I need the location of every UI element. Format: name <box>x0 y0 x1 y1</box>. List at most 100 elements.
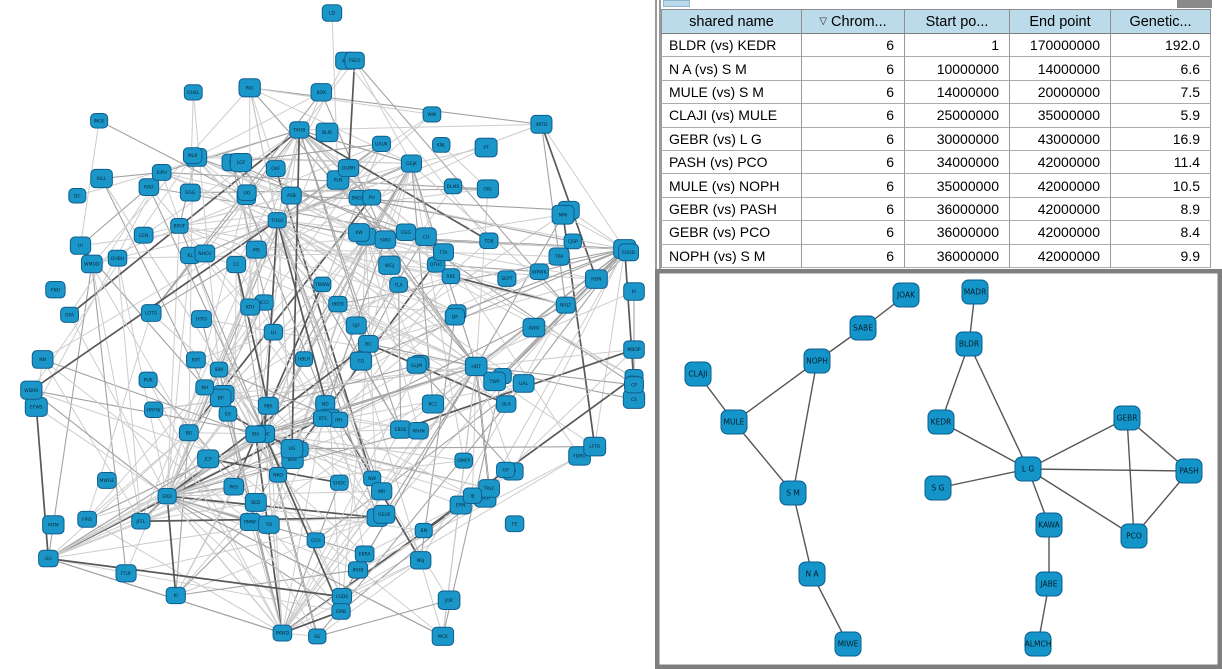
network-node[interactable]: BLIR <box>315 122 339 143</box>
network-node[interactable]: WMOD <box>80 254 103 274</box>
table-row[interactable]: N A (vs) S M 6 10000000 14000000 6.6 <box>661 57 1211 81</box>
network-node[interactable]: JCP <box>197 449 220 469</box>
network-node[interactable]: IWTD <box>530 114 553 134</box>
network-node[interactable]: PUK <box>138 371 158 388</box>
network-node[interactable]: LFTR <box>583 436 607 457</box>
network-node[interactable]: WW <box>422 106 442 123</box>
network-node[interactable]: MULE <box>720 409 748 435</box>
network-node[interactable]: ALMCH <box>1024 631 1052 657</box>
network-node[interactable]: JFFL <box>131 512 151 530</box>
network-node[interactable]: FPIG <box>77 510 97 528</box>
network-edge[interactable] <box>1027 468 1135 537</box>
network-node[interactable]: RAD <box>138 178 160 196</box>
network-node[interactable]: SABE <box>849 315 877 341</box>
network-node[interactable]: DLMH <box>338 158 360 178</box>
network-node[interactable]: RTS <box>312 410 333 427</box>
network-node[interactable]: MR <box>371 482 393 501</box>
network-node[interactable]: BPOF <box>170 218 189 234</box>
network-node[interactable]: MADR <box>961 279 989 305</box>
table-row[interactable]: PASH (vs) PCO 6 34000000 42000000 11.4 <box>661 150 1211 175</box>
network-node[interactable]: EGG <box>179 183 201 202</box>
network-node[interactable]: TO <box>258 515 280 534</box>
window-splitter[interactable] <box>655 0 661 269</box>
network-edge[interactable] <box>940 343 970 423</box>
network-node[interactable]: BN <box>414 522 433 539</box>
network-node[interactable]: TAHB <box>289 121 310 139</box>
network-node[interactable]: DC <box>68 187 87 204</box>
network-node[interactable]: RIG <box>238 78 261 98</box>
network-node[interactable]: JOAK <box>892 282 920 308</box>
filter-funnel-icon[interactable]: ▽ <box>819 15 828 27</box>
network-node[interactable]: L G <box>1014 456 1042 482</box>
network-node[interactable]: AWO <box>522 317 546 338</box>
network-node[interactable]: IPH <box>329 411 349 429</box>
network-node[interactable]: KI <box>165 586 186 605</box>
network-edge[interactable] <box>940 421 1029 470</box>
network-node[interactable]: KW <box>348 223 370 242</box>
network-edge[interactable] <box>1027 417 1128 470</box>
table-column-header[interactable]: End point <box>1010 9 1111 34</box>
network-node[interactable]: MLB <box>182 147 203 165</box>
network-node[interactable]: KEDR <box>927 409 955 435</box>
network-node[interactable]: NKO <box>269 467 288 483</box>
network-node[interactable]: MCK <box>431 626 455 646</box>
network-node[interactable]: OHBH <box>107 249 128 267</box>
network-node[interactable]: BG <box>358 334 379 353</box>
network-node[interactable]: OEUE <box>373 504 396 524</box>
network-node[interactable]: EGG <box>395 223 417 241</box>
network-node[interactable]: RPE <box>441 268 461 285</box>
network-node[interactable]: S G <box>924 475 952 501</box>
network-node[interactable]: HDT <box>464 356 488 377</box>
network-edge[interactable] <box>1126 417 1135 537</box>
network-node[interactable]: PU <box>362 189 382 206</box>
network-node[interactable]: EUDD <box>618 243 640 262</box>
network-node[interactable]: PAHN <box>408 421 429 440</box>
network-node[interactable]: MBOP <box>623 340 645 359</box>
network-node[interactable]: TDIJ <box>479 232 499 250</box>
network-node[interactable]: BOK <box>310 83 333 102</box>
network-node[interactable]: SEPT <box>497 270 517 287</box>
network-node[interactable]: KAWA <box>1035 512 1063 538</box>
network-node[interactable]: MWGE <box>97 472 117 489</box>
network-node[interactable]: WPWK <box>529 263 549 280</box>
network-node[interactable]: WDRR <box>20 380 43 400</box>
network-node[interactable]: PT <box>474 137 498 158</box>
network-node[interactable]: SG <box>308 628 327 645</box>
network-edge[interactable] <box>792 492 813 575</box>
network-node[interactable]: UI <box>69 236 92 255</box>
network-node[interactable]: HKEK <box>328 295 348 313</box>
network-node[interactable]: PCO <box>1120 523 1148 549</box>
network-node[interactable]: FLA <box>389 276 408 293</box>
network-node[interactable]: CU <box>415 227 437 246</box>
network-node[interactable]: JABE <box>1035 571 1063 597</box>
network-node[interactable]: NMI <box>551 204 575 225</box>
network-node[interactable]: WGJ <box>378 255 401 275</box>
network-node[interactable]: IBA <box>245 425 266 443</box>
table-column-header[interactable]: shared name <box>661 9 802 34</box>
network-node[interactable]: NALT <box>555 296 576 314</box>
network-node[interactable]: GLJM <box>406 356 427 374</box>
network-node[interactable]: EIPH <box>151 164 172 181</box>
network-node[interactable]: FSEO <box>344 51 365 70</box>
network-node[interactable]: HRFW <box>144 401 164 418</box>
network-node[interactable]: CSDS <box>331 587 353 606</box>
network-node[interactable]: GP <box>496 461 516 479</box>
network-node[interactable]: PKS <box>223 477 245 496</box>
network-node[interactable]: PKWD <box>272 624 293 642</box>
network-node[interactable]: NN <box>31 350 54 369</box>
splitter-handle[interactable] <box>663 0 690 7</box>
network-node[interactable]: KTH <box>240 298 261 316</box>
table-row[interactable]: GEBR (vs) PASH 6 36000000 42000000 8.9 <box>661 197 1211 222</box>
network-node[interactable]: BLDR <box>955 331 983 357</box>
network-node[interactable]: GG <box>38 549 59 568</box>
network-node[interactable]: TWP <box>483 371 507 392</box>
network-node[interactable]: GEJK <box>400 154 423 173</box>
network-node[interactable]: PMNF <box>239 512 262 531</box>
network-node[interactable]: FTUF <box>115 564 137 583</box>
network-node[interactable]: UAUK <box>371 135 391 153</box>
network-node[interactable]: TPA <box>548 247 570 266</box>
network-node[interactable]: UO <box>237 184 257 201</box>
table-row[interactable]: NOPH (vs) S M 6 36000000 42000000 9.9 <box>661 244 1211 268</box>
network-node[interactable]: LU <box>263 323 284 341</box>
table-column-header[interactable]: Genetic... <box>1111 9 1211 34</box>
